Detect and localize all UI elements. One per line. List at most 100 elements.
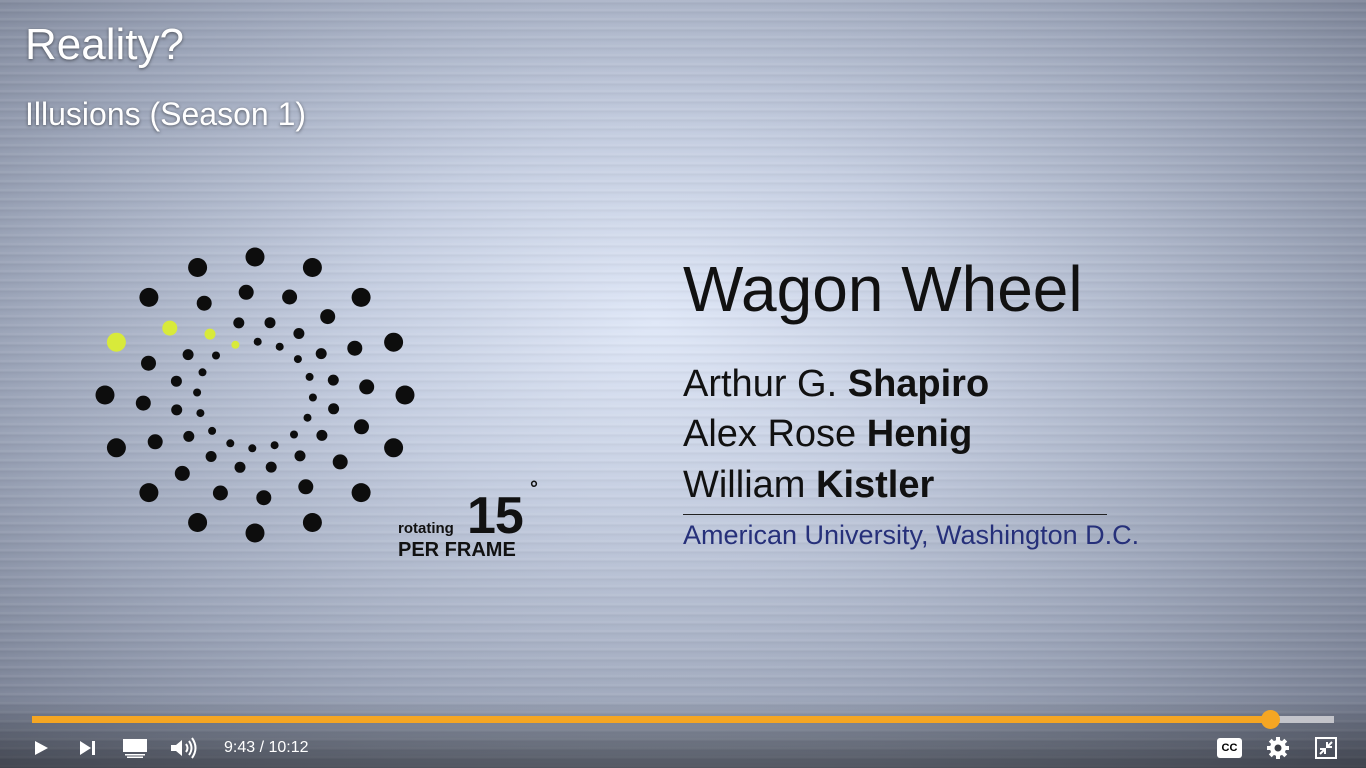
author-last-name: Henig: [866, 413, 973, 455]
settings-icon: [1267, 737, 1289, 759]
wheel-dot: [233, 317, 245, 329]
wheel-dot: [351, 287, 371, 307]
wheel-dot: [270, 441, 279, 450]
progress-played: [32, 716, 1271, 723]
wheel-dot: [95, 385, 115, 405]
wheel-dot: [135, 395, 151, 411]
wheel-dot: [290, 430, 298, 439]
wheel-dot: [193, 388, 202, 397]
wheel-dot: [234, 461, 246, 473]
wheel-dot: [139, 483, 159, 503]
miniplayer-icon: [123, 739, 147, 758]
wheel-dot: [327, 374, 339, 386]
captions-icon: CC: [1221, 742, 1238, 754]
volume-icon: [171, 737, 197, 759]
wheel-dot: [303, 413, 312, 422]
wheel-dot: [198, 368, 207, 377]
wheel-dot: [183, 430, 195, 442]
wheel-dot: [245, 247, 265, 267]
miniplayer-button[interactable]: [122, 735, 148, 761]
controls-overlay: [0, 698, 1366, 768]
wheel-dot: [328, 403, 340, 415]
rotation-degree-symbol: °: [530, 478, 538, 500]
wheel-dot: [298, 479, 314, 495]
wheel-dot: [226, 439, 235, 448]
author-first-name: William: [683, 464, 806, 506]
author-last-name: Shapiro: [847, 363, 990, 405]
wheel-dot: [208, 426, 217, 435]
wheel-dot: [384, 332, 404, 352]
wheel-dot: [320, 309, 336, 325]
wheel-dot: [253, 337, 262, 346]
wheel-dot: [182, 349, 194, 361]
volume-button[interactable]: [169, 735, 201, 761]
wheel-dot: [351, 483, 371, 503]
wheel-dot: [147, 434, 163, 450]
wheel-dot: [196, 409, 205, 418]
wheel-dot: [238, 284, 254, 300]
wheel-dot: [264, 317, 276, 329]
wheel-dot: [139, 287, 159, 307]
wheel-dot: [302, 258, 322, 277]
play-icon: [35, 741, 48, 755]
wheel-dot: [347, 340, 363, 356]
next-icon: [80, 741, 95, 755]
affiliation: American University, Washington D.C.: [683, 520, 1140, 550]
wheel-dot: [171, 404, 183, 416]
captions-button[interactable]: CC: [1217, 738, 1242, 758]
wheel-dot: [212, 485, 228, 501]
exit-fullscreen-icon: [1315, 737, 1337, 759]
author-line: William Kistler: [683, 464, 934, 507]
wheel-dot: [354, 419, 369, 435]
settings-button[interactable]: [1265, 735, 1291, 761]
highlighted-dot: [231, 340, 240, 349]
scrubber-handle[interactable]: [1261, 710, 1281, 729]
wheel-dot: [293, 328, 305, 339]
highlighted-dot: [106, 332, 126, 352]
wheel-dot: [294, 450, 306, 462]
wheel-dot: [170, 375, 182, 387]
wheel-dot: [205, 451, 217, 462]
wheel-dot: [359, 379, 375, 395]
author-first-name: Alex Rose: [683, 413, 857, 455]
wheel-dot: [275, 342, 284, 351]
wheel-dot: [245, 523, 265, 543]
wheel-dot: [293, 355, 302, 364]
highlighted-dot: [204, 328, 216, 340]
wheel-dot: [384, 438, 404, 458]
progress-bar[interactable]: [32, 710, 1334, 729]
rotation-caption: rotating: [398, 520, 454, 537]
duration: 10:12: [268, 739, 309, 756]
time-separator: /: [259, 739, 265, 756]
author-line: Alex Rose Henig: [683, 413, 972, 456]
author-last-name: Kistler: [816, 464, 935, 506]
wheel-dot: [302, 513, 322, 532]
time-display: 9:43 / 10:12: [224, 739, 309, 757]
author-first-name: Arthur G.: [683, 363, 838, 405]
wheel-dot: [316, 429, 328, 441]
slide-title: Wagon Wheel: [683, 253, 1083, 325]
exit-fullscreen-button[interactable]: [1313, 735, 1339, 761]
wheel-dot: [282, 289, 298, 305]
wheel-dot: [188, 258, 208, 277]
wheel-dot: [305, 372, 314, 381]
wheel-dot: [174, 465, 190, 481]
play-button[interactable]: [28, 735, 54, 761]
wheel-dot: [248, 444, 257, 453]
wheel-dot: [196, 295, 212, 311]
wheel-dot: [265, 461, 277, 473]
wheel-dot: [315, 348, 327, 360]
affiliation-divider: [683, 514, 1107, 515]
wheel-dot: [256, 490, 272, 506]
video-title: Reality?: [25, 20, 184, 69]
wheel-dot: [395, 385, 415, 405]
video-subtitle: Illusions (Season 1): [25, 96, 307, 132]
highlighted-dot: [162, 320, 178, 336]
rotation-value: 15: [467, 487, 524, 545]
current-time: 9:43: [224, 739, 256, 756]
next-button[interactable]: [75, 735, 101, 761]
wheel-dot: [212, 351, 220, 360]
